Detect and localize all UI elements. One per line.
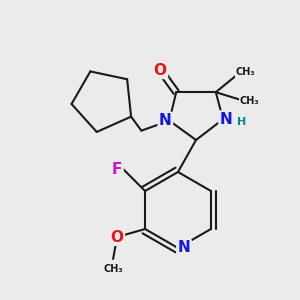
Text: CH₃: CH₃ <box>103 264 123 274</box>
Text: CH₃: CH₃ <box>240 96 260 106</box>
Text: N: N <box>159 113 172 128</box>
Text: O: O <box>111 230 124 244</box>
Text: H: H <box>237 117 246 127</box>
Text: N: N <box>178 241 190 256</box>
Text: N: N <box>220 112 232 127</box>
Text: F: F <box>112 161 122 176</box>
Text: CH₃: CH₃ <box>236 67 256 77</box>
Text: O: O <box>154 63 167 78</box>
